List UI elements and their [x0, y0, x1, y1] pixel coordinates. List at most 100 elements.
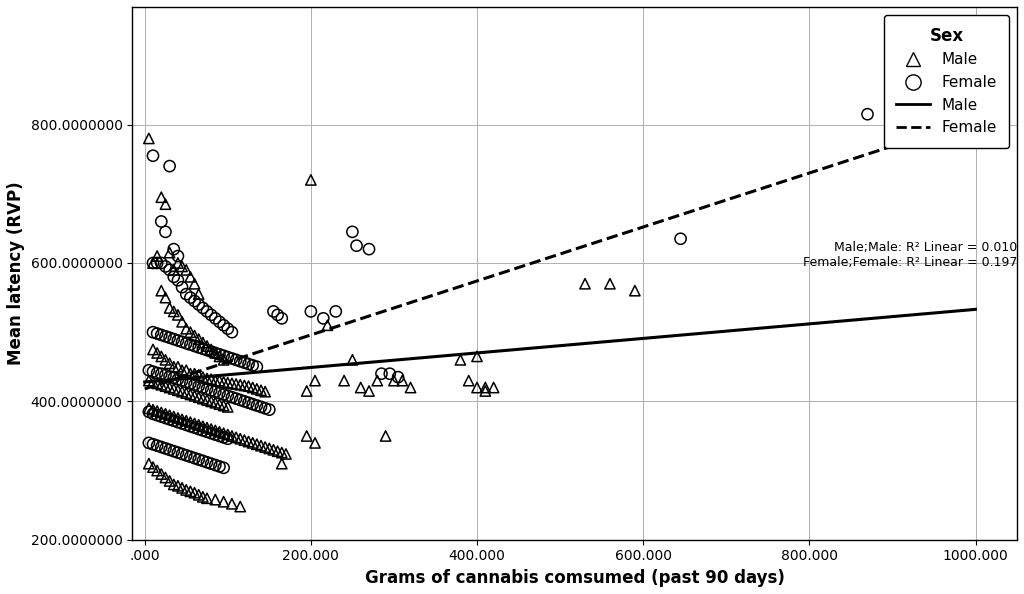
Point — [186, 380, 203, 390]
Point — [158, 227, 174, 236]
Point — [166, 447, 182, 456]
Point — [203, 428, 219, 438]
Point — [186, 419, 203, 428]
Point — [162, 383, 178, 392]
Point — [232, 502, 249, 511]
Point — [352, 383, 369, 392]
Point — [223, 378, 240, 388]
Point — [223, 431, 240, 441]
Point — [170, 481, 186, 491]
Point — [245, 399, 261, 409]
Point — [144, 151, 161, 160]
Point — [203, 345, 219, 354]
Point — [140, 407, 157, 416]
Point — [245, 438, 261, 448]
Point — [178, 289, 195, 299]
Point — [144, 462, 161, 472]
Point — [228, 432, 245, 442]
Point — [303, 307, 319, 316]
X-axis label: Grams of cannabis comsumed (past 90 days): Grams of cannabis comsumed (past 90 days… — [365, 569, 784, 587]
Point — [219, 391, 236, 400]
Point — [477, 386, 494, 396]
Point — [211, 399, 227, 409]
Point — [190, 424, 207, 434]
Point — [249, 401, 265, 410]
Point — [223, 499, 240, 508]
Point — [203, 310, 219, 320]
Point — [195, 372, 211, 382]
Point — [269, 310, 286, 320]
Point — [166, 334, 182, 344]
Point — [182, 369, 199, 378]
Point — [195, 426, 211, 435]
Point — [158, 355, 174, 365]
Point — [249, 384, 265, 394]
Point — [162, 372, 178, 381]
Point — [186, 369, 203, 378]
Point — [144, 258, 161, 268]
Point — [144, 345, 161, 354]
Point — [219, 324, 236, 333]
Point — [232, 356, 249, 366]
Point — [232, 434, 249, 444]
Point — [378, 431, 394, 441]
Point — [319, 321, 336, 330]
Point — [148, 466, 165, 475]
Point — [174, 449, 190, 459]
Point — [166, 416, 182, 425]
Point — [186, 342, 203, 351]
Point — [273, 314, 290, 323]
Point — [203, 424, 219, 434]
Point — [215, 463, 231, 473]
Point — [162, 162, 178, 171]
Point — [182, 390, 199, 399]
Point — [265, 307, 282, 316]
Point — [273, 459, 290, 469]
Point — [199, 423, 215, 432]
Point — [144, 327, 161, 337]
Point — [195, 456, 211, 466]
Point — [265, 445, 282, 454]
Point — [257, 443, 273, 452]
Point — [148, 329, 165, 339]
Point — [386, 376, 402, 386]
Point — [144, 377, 161, 387]
Point — [461, 376, 477, 386]
Point — [207, 348, 223, 358]
Point — [190, 343, 207, 352]
Point — [336, 376, 352, 386]
Point — [158, 409, 174, 419]
Point — [195, 394, 211, 403]
Point — [148, 441, 165, 450]
Point — [199, 494, 215, 503]
Point — [166, 480, 182, 489]
Point — [154, 217, 170, 226]
Point — [178, 388, 195, 398]
Point — [195, 344, 211, 353]
Point — [174, 317, 190, 327]
Point — [627, 286, 643, 295]
Point — [394, 376, 411, 386]
Point — [241, 398, 257, 407]
Point — [174, 337, 190, 347]
Point — [158, 370, 174, 380]
Point — [144, 440, 161, 449]
Point — [374, 369, 390, 378]
Point — [249, 362, 265, 371]
Point — [186, 488, 203, 497]
Point — [269, 447, 286, 456]
Point — [182, 272, 199, 282]
Point — [170, 336, 186, 345]
Point — [148, 251, 165, 261]
Point — [195, 422, 211, 431]
Point — [307, 376, 324, 386]
Point — [166, 362, 182, 371]
Point — [154, 330, 170, 340]
Point — [170, 413, 186, 423]
Point — [162, 248, 178, 257]
Point — [178, 451, 195, 460]
Point — [237, 435, 253, 445]
Point — [158, 413, 174, 423]
Point — [215, 390, 231, 399]
Point — [140, 438, 157, 448]
